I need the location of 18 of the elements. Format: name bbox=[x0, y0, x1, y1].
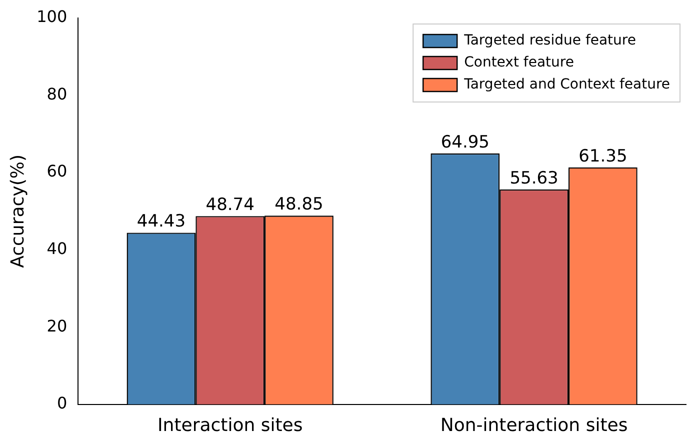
x-tick-label: Non-interaction sites bbox=[440, 414, 628, 436]
y-axis-title: Accuracy(%) bbox=[7, 154, 28, 268]
data-label: 55.63 bbox=[510, 168, 558, 188]
data-label: 64.95 bbox=[440, 132, 490, 152]
y-tick-label: 0 bbox=[56, 394, 68, 413]
data-label: 48.85 bbox=[274, 194, 324, 215]
y-tick-label: 80 bbox=[46, 84, 68, 104]
y-tick-label: 40 bbox=[46, 238, 68, 258]
y-tick-label: 60 bbox=[46, 162, 68, 181]
legend-label: Targeted residue feature bbox=[463, 32, 636, 49]
x-tick-label: Interaction sites bbox=[157, 414, 303, 436]
legend-label: Targeted and Context feature bbox=[463, 76, 670, 93]
y-tick-label: 100 bbox=[36, 7, 68, 26]
legend-label: Context feature bbox=[464, 54, 574, 71]
data-label: 48.74 bbox=[206, 194, 254, 215]
data-label: 44.43 bbox=[136, 212, 186, 232]
data-label: 61.35 bbox=[578, 146, 628, 166]
y-tick-label: 20 bbox=[46, 316, 68, 336]
